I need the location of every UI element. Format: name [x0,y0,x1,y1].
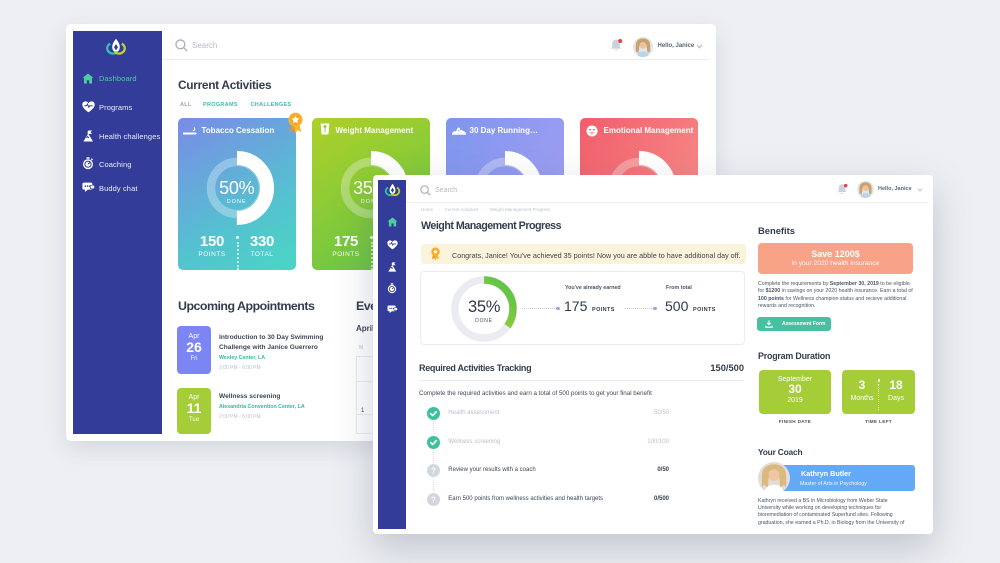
svg-text:?: ? [431,466,436,475]
svg-text:?: ? [431,495,436,504]
